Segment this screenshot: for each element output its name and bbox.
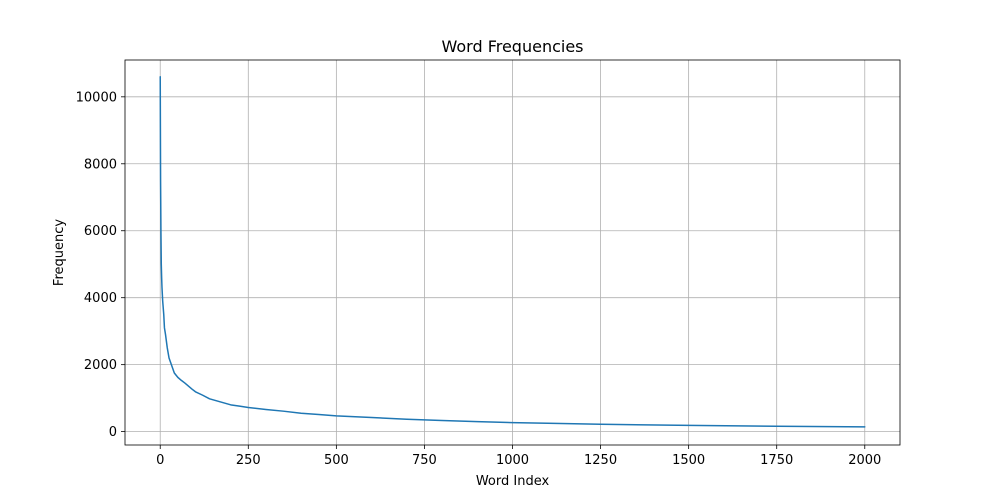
grid [125,60,900,445]
y-axis: 0 2000 4000 6000 8000 10000 [76,90,125,440]
x-tick-label: 500 [324,453,349,468]
y-tick-label: 6000 [84,224,117,239]
x-tick-label: 1250 [584,453,617,468]
x-tick-label: 1750 [760,453,793,468]
y-axis-label: Frequency [52,219,67,286]
y-tick-label: 0 [109,425,117,440]
chart-title: Word Frequencies [441,37,583,56]
x-tick-label: 1500 [672,453,705,468]
y-tick-label: 10000 [76,90,117,105]
y-tick-label: 4000 [84,291,117,306]
x-tick-label: 0 [156,453,164,468]
x-tick-label: 2000 [848,453,881,468]
x-axis: 0 250 500 750 1000 1250 1500 1750 2000 [156,445,881,468]
y-tick-label: 8000 [84,157,117,172]
y-tick-label: 2000 [84,358,117,373]
series-layer [159,75,866,428]
x-tick-label: 1000 [496,453,529,468]
x-tick-label: 250 [236,453,261,468]
x-axis-label: Word Index [476,474,550,489]
series-line [159,75,866,428]
x-tick-label: 750 [412,453,437,468]
